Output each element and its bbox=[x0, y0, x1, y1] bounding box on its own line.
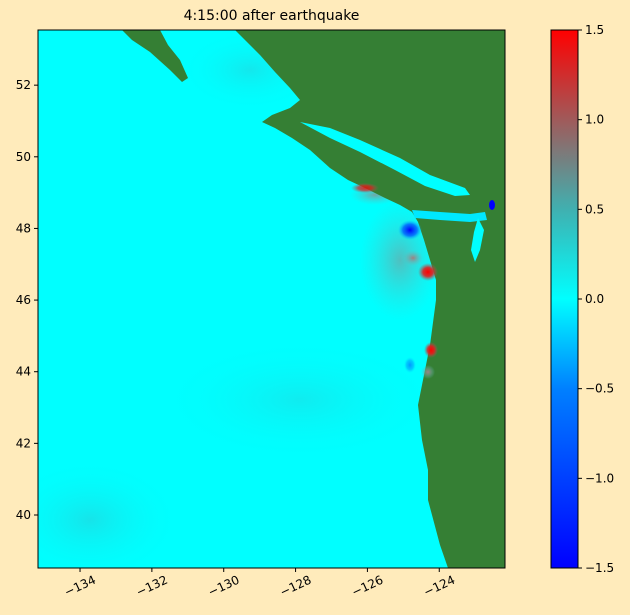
strait-juan-de-fuca bbox=[412, 210, 487, 222]
y-tick-label: 48 bbox=[16, 221, 31, 235]
wave-anomaly bbox=[421, 365, 435, 379]
wave-crest bbox=[418, 263, 438, 281]
x-tick-label: −126 bbox=[350, 573, 386, 600]
wave-trough bbox=[404, 357, 416, 373]
colorbar-tick-label: −0.5 bbox=[585, 382, 614, 396]
x-tick-label: −124 bbox=[421, 573, 457, 600]
wave-anomaly bbox=[403, 250, 423, 266]
colorbar-tick-label: 1.0 bbox=[585, 113, 604, 127]
x-tick-label: −134 bbox=[62, 573, 98, 600]
map-area bbox=[38, 30, 505, 568]
colorbar-tick-label: 1.5 bbox=[585, 23, 604, 37]
puget-sound bbox=[471, 218, 484, 262]
y-tick-label: 46 bbox=[16, 293, 31, 307]
colorbar-tick-label: −1.0 bbox=[585, 471, 614, 485]
ocean-shading bbox=[38, 460, 180, 568]
y-tick-label: 42 bbox=[16, 436, 31, 450]
x-tick-label: −132 bbox=[134, 573, 170, 600]
colorbar-tick-label: −1.5 bbox=[585, 561, 614, 575]
strait-of-georgia bbox=[300, 122, 470, 196]
plot-frame bbox=[37, 29, 506, 569]
land-haida-gwaii bbox=[122, 30, 188, 82]
y-tick-label: 44 bbox=[16, 365, 31, 379]
colorbar-tick-label: 0.5 bbox=[585, 202, 604, 216]
colorbar-axis: −1.5 −1.0 −0.5 0.0 0.5 1.0 1.5 bbox=[578, 23, 614, 575]
colorbar-tick-label: 0.0 bbox=[585, 292, 604, 306]
x-tick-label: −130 bbox=[206, 573, 242, 600]
x-tick-label: −128 bbox=[278, 573, 314, 600]
land-mainland bbox=[235, 30, 505, 568]
wave-trough bbox=[398, 220, 422, 240]
wave-crest bbox=[424, 342, 438, 358]
y-tick-label: 52 bbox=[16, 78, 31, 92]
wave-crest bbox=[351, 183, 379, 193]
wave-trough bbox=[489, 200, 495, 210]
chart-title: 4:15:00 after earthquake bbox=[183, 8, 360, 24]
colorbar bbox=[550, 29, 579, 569]
y-tick-label: 50 bbox=[16, 150, 31, 164]
y-tick-label: 40 bbox=[16, 508, 31, 522]
ocean-shading bbox=[160, 340, 440, 460]
